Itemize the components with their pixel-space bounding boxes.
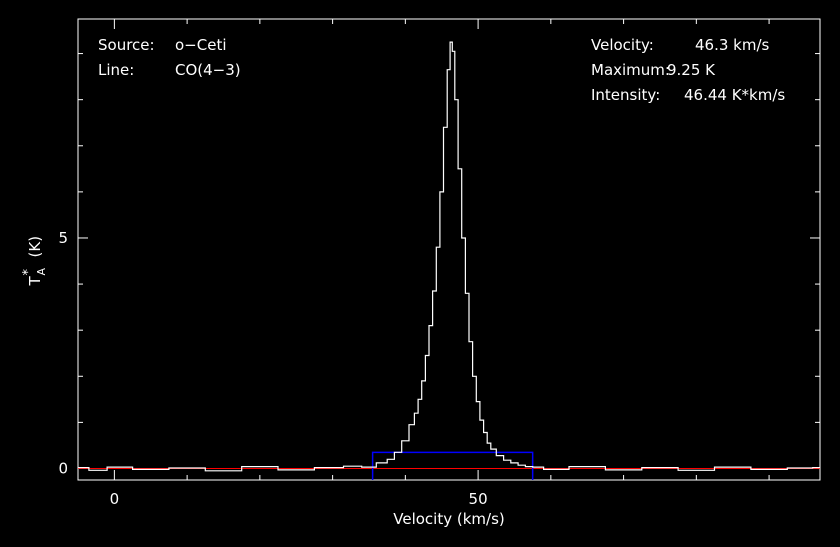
y-tick-label: 0	[58, 459, 68, 477]
series-marks	[78, 41, 820, 480]
y-axis-label-subscript: A	[35, 268, 48, 276]
maximum-value: 9.25 K	[667, 61, 716, 79]
line-value: CO(4−3)	[175, 61, 241, 79]
x-tick-label: 50	[469, 490, 488, 508]
source-value: o−Ceti	[175, 36, 227, 54]
y-tick-label: 5	[58, 229, 68, 247]
y-axis-label-unit: (K)	[26, 236, 44, 258]
velocity-label: Velocity:	[591, 36, 654, 54]
line-label: Line:	[98, 61, 134, 79]
plot-frame	[77, 18, 821, 481]
integration-window	[371, 451, 534, 480]
y-axis-label-superscript: *	[21, 269, 36, 276]
x-axis-label: Velocity (km/s)	[393, 510, 504, 528]
intensity-label: Intensity:	[591, 86, 660, 104]
spectrum-series-0	[78, 41, 820, 472]
info-right: Velocity: 46.3 km/s Maximum: 9.25 K Inte…	[591, 36, 785, 104]
y-axis-label-symbol: T	[26, 276, 44, 287]
info-left: Source: o−Ceti Line: CO(4−3)	[98, 36, 241, 79]
velocity-value: 46.3 km/s	[695, 36, 770, 54]
tick-labels: 0 50 0 5	[58, 229, 487, 508]
y-axis-label: T A * (K)	[21, 236, 48, 287]
intensity-value: 46.44 K*km/s	[684, 86, 785, 104]
x-tick-label: 0	[110, 490, 120, 508]
source-label: Source:	[98, 36, 155, 54]
maximum-label: Maximum:	[591, 61, 670, 79]
